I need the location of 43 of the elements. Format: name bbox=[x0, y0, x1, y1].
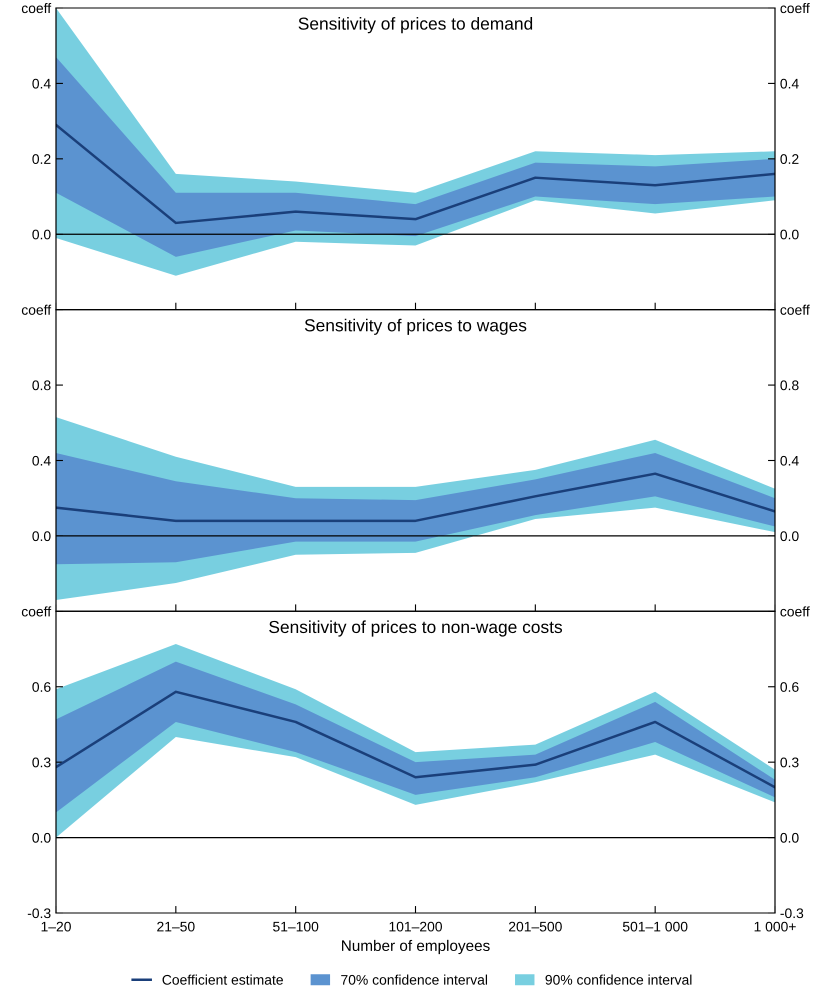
y2-tick-label: 0.2 bbox=[780, 154, 798, 164]
y-tick-label: 0.4 bbox=[32, 78, 51, 89]
y2-tick-label: coeff bbox=[780, 606, 810, 617]
x-tick-label: 101–200 bbox=[390, 922, 442, 932]
line-series bbox=[56, 124, 775, 224]
y2-tick-label: 0.3 bbox=[780, 758, 799, 768]
legend-label: 70% confidence interval bbox=[341, 974, 488, 985]
y-tick-label: 0.0 bbox=[32, 832, 51, 843]
legend-label: Coefficient estimate bbox=[162, 974, 283, 985]
y-tick-label: 0.6 bbox=[32, 682, 51, 692]
y-tick-label: 0.8 bbox=[32, 380, 51, 390]
y2-tick-label: 0.0 bbox=[780, 832, 799, 843]
y-tick-label: 0.3 bbox=[32, 758, 51, 768]
y2-tick-label: -0.3 bbox=[780, 908, 804, 918]
chart-title: Sensitivity of prices to non-wage costs bbox=[269, 620, 562, 637]
y2-tick-label: 0.0 bbox=[780, 531, 799, 542]
y2-tick-label: 0.0 bbox=[780, 230, 799, 240]
x-tick-label: 201–500 bbox=[509, 922, 562, 932]
y2-tick-label: coeff bbox=[780, 2, 810, 14]
legend-label: 90% confidence interval bbox=[546, 974, 692, 985]
y-tick-label: 0.0 bbox=[32, 230, 51, 240]
chart-title: Sensitivity of prices to wages bbox=[304, 318, 526, 335]
line-series bbox=[56, 690, 775, 789]
x-tick-label: 21–50 bbox=[157, 922, 195, 932]
x-tick-label: 1 000+ bbox=[754, 922, 796, 932]
y-tick-label: coeff bbox=[22, 606, 52, 617]
y2-tick-label: 0.4 bbox=[780, 78, 799, 89]
x-tick-label: 501–1 000 bbox=[622, 922, 688, 932]
y-tick-label: 0.4 bbox=[32, 456, 51, 466]
y-tick-label: 0.2 bbox=[32, 154, 50, 164]
y-tick-label: coeff bbox=[22, 304, 52, 315]
y2-tick-label: 0.6 bbox=[780, 682, 799, 692]
x-axis-title: Number of employees bbox=[342, 940, 490, 954]
y2-tick-label: 0.8 bbox=[780, 380, 799, 390]
x-tick-label: 1–20 bbox=[42, 922, 71, 932]
line-series bbox=[56, 472, 775, 522]
x-tick-label: 51–100 bbox=[273, 922, 318, 932]
y2-tick-label: 0.4 bbox=[780, 456, 799, 466]
chart-title: Sensitivity of prices to demand bbox=[298, 17, 532, 34]
y-tick-label: coeff bbox=[22, 2, 52, 14]
y2-tick-label: coeff bbox=[780, 304, 810, 315]
y-tick-label: -0.3 bbox=[28, 908, 51, 918]
y-tick-label: 0.0 bbox=[32, 531, 51, 542]
